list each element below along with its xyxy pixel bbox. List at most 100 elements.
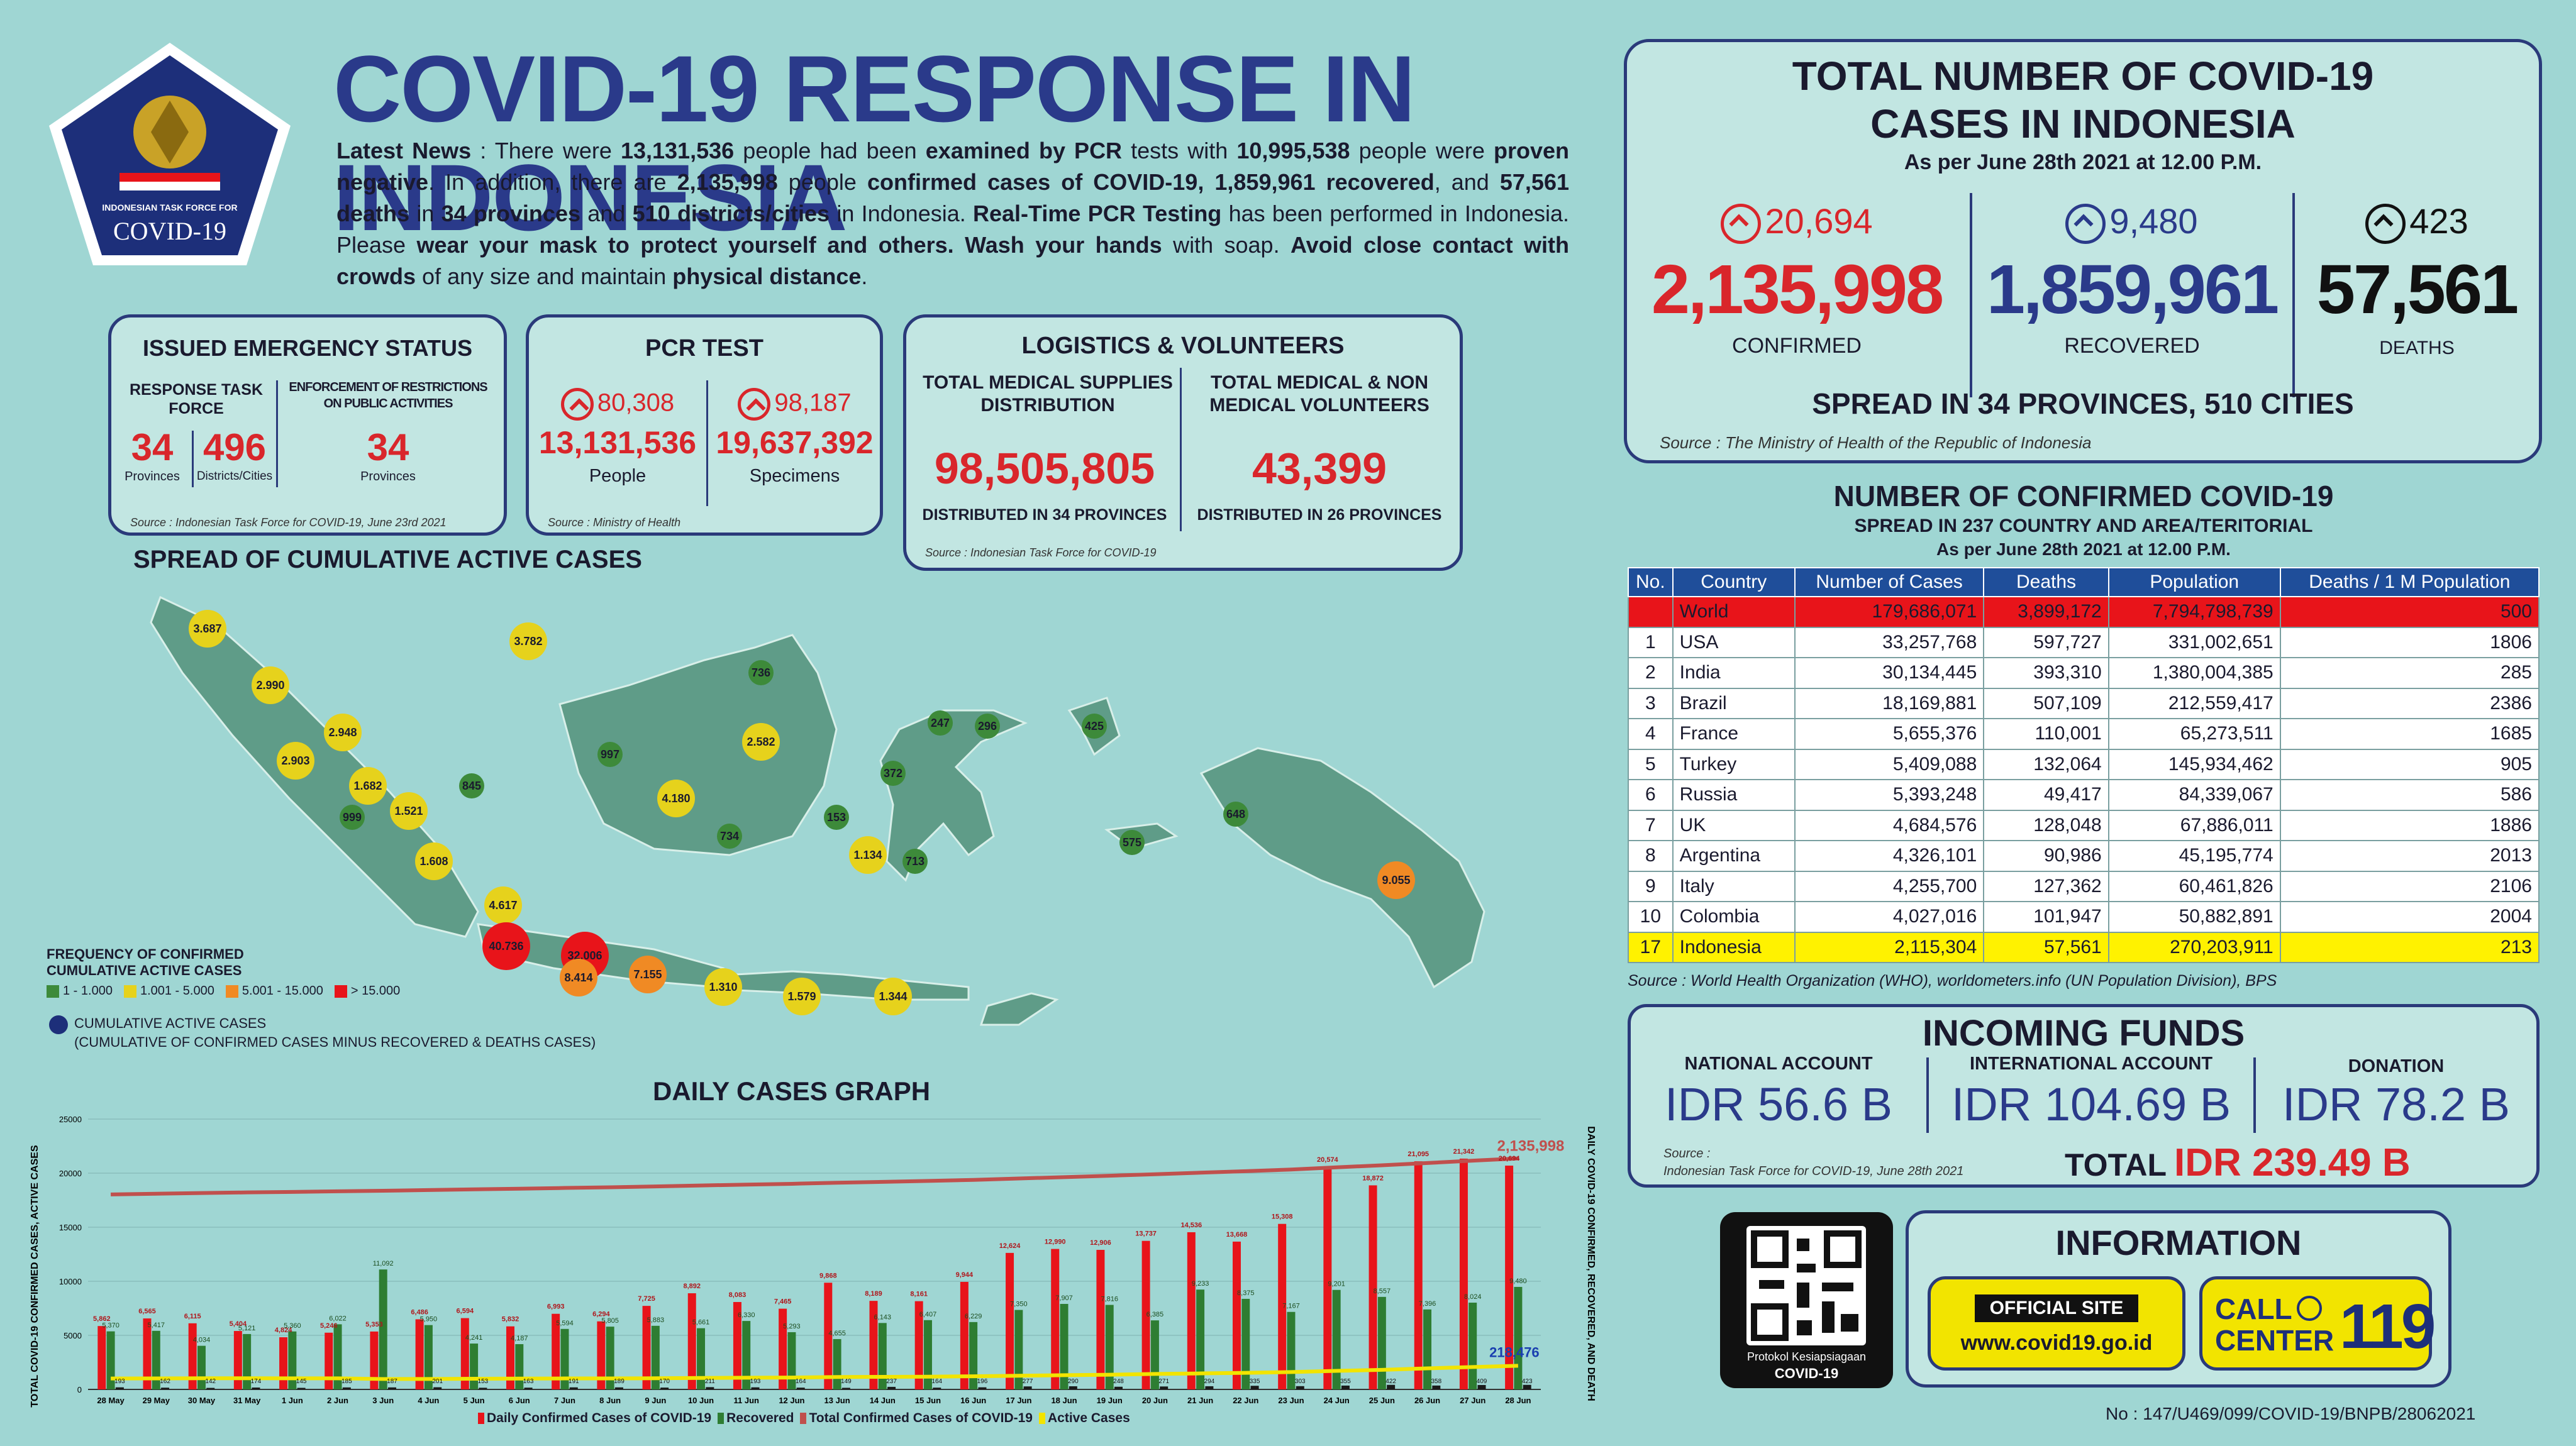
active-cases-line xyxy=(111,1364,1518,1381)
table-row: 2 India 30,134,445 393,310 1,380,004,385 285 xyxy=(1628,657,2540,689)
map-bubble-label: 575 xyxy=(1123,836,1141,849)
total-title-line1: TOTAL NUMBER OF COVID-19 xyxy=(1792,53,2374,99)
confirmed-bar xyxy=(597,1321,606,1389)
information-title: INFORMATION xyxy=(2055,1223,2302,1262)
confirmed-bar-label: 8,083 xyxy=(729,1291,747,1299)
deaths-increase: 423 xyxy=(2295,201,2539,245)
pcr-specimens: 19,637,392 xyxy=(716,425,874,460)
deaths-bar-label: 164 xyxy=(931,1378,942,1385)
call-center-button[interactable]: CALL CENTER 119 xyxy=(2199,1276,2436,1371)
legend-item: 1.001 - 5.000 xyxy=(123,984,214,998)
total-cases-panel: TOTAL NUMBER OF COVID-19 CASES IN INDONE… xyxy=(1624,39,2542,463)
x-tick-label: 12 Jun xyxy=(779,1396,804,1405)
pcr-test-panel: PCR TEST 80,308 98,187 13,131,536 19,637… xyxy=(526,314,883,536)
deaths-bar-label: 248 xyxy=(1113,1378,1124,1385)
y-tick-label: 25000 xyxy=(59,1115,82,1124)
table-cell: 8 xyxy=(1628,840,1674,872)
table-cell: 132,064 xyxy=(1983,748,2109,780)
news-text-segment: 2,135,998 xyxy=(677,169,778,195)
table-cell xyxy=(1628,596,1674,628)
map-bubble xyxy=(704,968,742,1006)
table-row: 17 Indonesia 2,115,304 57,561 270,203,911 213 xyxy=(1628,931,2540,963)
active-cases-definition: (CUMULATIVE OF CONFIRMED CASES MINUS REC… xyxy=(74,1034,596,1050)
table-cell: 4,027,016 xyxy=(1794,901,1985,933)
chart-legend-item: Recovered xyxy=(718,1411,794,1426)
table-row: 7 UK 4,684,576 128,048 67,886,011 1886 xyxy=(1628,809,2540,841)
confirmed-bar xyxy=(415,1319,424,1389)
recovered-bar-label: 5,883 xyxy=(647,1316,665,1324)
deaths-bar-label: 423 xyxy=(1522,1378,1533,1385)
x-tick-label: 24 Jun xyxy=(1324,1396,1350,1405)
map-papua xyxy=(1199,747,1485,989)
confirmed-bar xyxy=(325,1332,333,1389)
deaths-bar xyxy=(1069,1386,1077,1389)
table-cell: USA xyxy=(1672,626,1796,658)
pcr-title: PCR TEST xyxy=(645,335,763,361)
table-cell: 586 xyxy=(2279,779,2540,811)
confirmed-bar-label: 6,486 xyxy=(411,1308,428,1316)
official-site-url: www.covid19.go.id xyxy=(1960,1331,2153,1355)
y-tick-label: 5000 xyxy=(64,1331,82,1340)
deaths-bar-label: 211 xyxy=(705,1378,715,1385)
restriction-provinces: 34 xyxy=(367,426,409,468)
recovered-bar-label: 8,375 xyxy=(1237,1289,1255,1297)
map-bubble-label: 648 xyxy=(1226,808,1245,820)
confirmed-bar xyxy=(233,1331,242,1389)
table-cell: 45,195,774 xyxy=(2107,840,2281,872)
table-row: 8 Argentina 4,326,101 90,986 45,195,774 2013 xyxy=(1628,840,2540,872)
chart-legend-item: Active Cases xyxy=(1039,1411,1130,1426)
districts-label: Districts/Cities xyxy=(196,470,273,483)
qr-code-card[interactable]: Protokol Kesiapsiagaan COVID-19 xyxy=(1720,1212,1893,1388)
recovered-bar xyxy=(1014,1310,1023,1389)
pcr-specimens-increase: 98,187 xyxy=(708,388,881,421)
table-cell: 9 xyxy=(1628,870,1674,902)
chart-legend-swatch xyxy=(478,1413,484,1424)
news-text-segment: . xyxy=(861,263,868,289)
deaths-total: 57,561 xyxy=(2316,251,2519,328)
table-cell: 3,899,172 xyxy=(1983,596,2109,628)
x-tick-label: 28 Jun xyxy=(1505,1396,1531,1405)
recovered-bar-label: 11,092 xyxy=(373,1260,394,1267)
map-bubble xyxy=(1223,802,1248,827)
recovered-bar xyxy=(333,1324,342,1389)
news-text-segment: has been performed in Indonesia. Please xyxy=(336,201,1569,258)
deaths-bar xyxy=(1250,1386,1259,1389)
world-asof: As per June 28th 2021 at 12.00 P.M. xyxy=(1936,539,2231,559)
legend-swatch xyxy=(123,985,136,998)
supplies-distribution: DISTRIBUTED IN 34 PROVINCES xyxy=(922,506,1167,524)
column-header: No. xyxy=(1628,567,1674,597)
confirmed-bar xyxy=(97,1326,106,1389)
confirmed-bar xyxy=(279,1337,288,1389)
funds-source: Indonesian Task Force for COVID-19, June… xyxy=(1663,1164,1964,1178)
x-tick-label: 19 Jun xyxy=(1097,1396,1123,1405)
confirmed-bar-label: 13,668 xyxy=(1226,1231,1248,1239)
table-cell: Russia xyxy=(1672,779,1796,811)
confirmed-bar-label: 18,872 xyxy=(1362,1174,1384,1182)
deaths-bar-label: 237 xyxy=(886,1378,897,1385)
news-text-segment: , and xyxy=(1434,169,1500,195)
confirmed-bar xyxy=(1232,1241,1241,1389)
map-bubble xyxy=(277,742,314,780)
table-cell: World xyxy=(1672,596,1796,628)
deaths-bar xyxy=(1023,1386,1032,1389)
legend-swatch xyxy=(47,985,59,998)
deaths-bar-label: 335 xyxy=(1250,1378,1260,1385)
information-panel: INFORMATION OFFICIAL SITE www.covid19.go… xyxy=(1906,1210,2451,1388)
recovered-bar xyxy=(1241,1298,1250,1389)
column-header: Country xyxy=(1672,567,1796,597)
map-bubble xyxy=(849,836,887,874)
confirmed-bar xyxy=(506,1326,514,1389)
recovered-bar-label: 5,293 xyxy=(783,1323,801,1330)
map-bubble-label: 999 xyxy=(343,811,362,824)
table-cell: 2,115,304 xyxy=(1794,931,1985,963)
recovered-bar-label: 9,480 xyxy=(1509,1278,1527,1285)
supplies-label: TOTAL MEDICAL SUPPLIES DISTRIBUTION xyxy=(923,372,1173,416)
task-force-provinces: 34 xyxy=(131,426,174,468)
map-bubble-label: 1.579 xyxy=(787,990,816,1003)
pcr-source: Source : Ministry of Health xyxy=(548,516,681,529)
official-site-button[interactable]: OFFICIAL SITE www.covid19.go.id xyxy=(1928,1276,2185,1371)
table-cell: 90,986 xyxy=(1983,840,2109,872)
x-tick-label: 18 Jun xyxy=(1051,1396,1077,1405)
map-title: SPREAD OF CUMULATIVE ACTIVE CASES xyxy=(133,546,642,573)
table-cell: 18,169,881 xyxy=(1794,687,1985,719)
